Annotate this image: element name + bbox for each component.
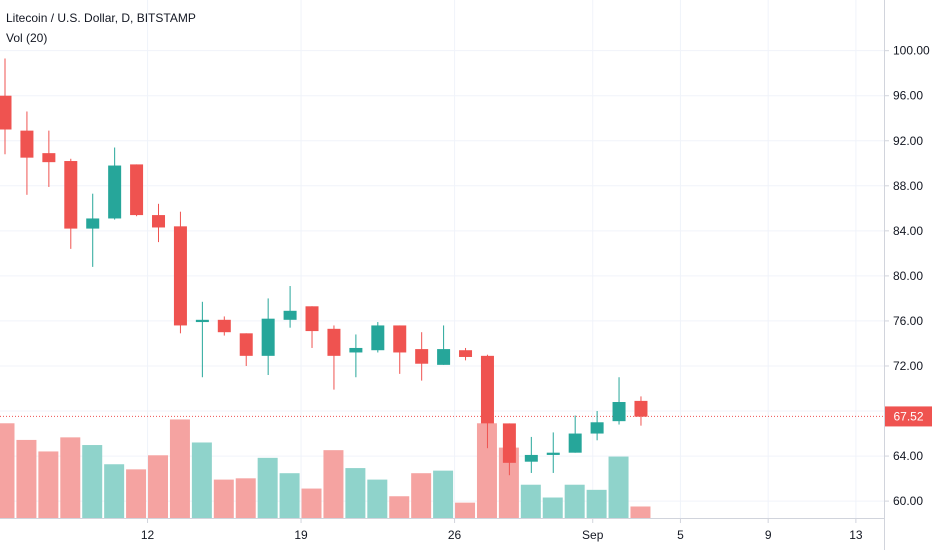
candle-body[interactable] xyxy=(415,349,429,364)
volume-bar xyxy=(367,479,388,518)
volume-bar xyxy=(630,506,651,518)
price-axis-label: 92.00 xyxy=(893,134,923,148)
volume-bar xyxy=(433,470,454,518)
candle-body[interactable] xyxy=(42,153,56,163)
volume-bar xyxy=(16,439,37,518)
candle-body[interactable] xyxy=(546,452,560,455)
candle-body[interactable] xyxy=(261,318,275,356)
last-price-label: 67.52 xyxy=(893,409,923,423)
candle-body[interactable] xyxy=(393,325,407,353)
volume-bar xyxy=(323,450,344,518)
price-axis-label: 80.00 xyxy=(893,269,923,283)
price-axis-label: 60.00 xyxy=(893,494,923,508)
volume-bar xyxy=(411,473,432,518)
volume-bar xyxy=(126,469,147,518)
candle-body[interactable] xyxy=(305,306,319,332)
candle-body[interactable] xyxy=(20,130,34,158)
volume-bar xyxy=(542,497,563,518)
last-price-badge xyxy=(885,406,932,427)
candle-body[interactable] xyxy=(480,355,494,424)
candle-body[interactable] xyxy=(217,319,231,333)
candle-body[interactable] xyxy=(239,333,253,356)
time-axis-label: 9 xyxy=(765,528,772,542)
volume-bar xyxy=(257,457,278,518)
volume-bar xyxy=(301,488,322,518)
volume-bar xyxy=(213,479,234,518)
volume-bar xyxy=(82,445,103,518)
candle-body[interactable] xyxy=(502,423,516,463)
volume-bar xyxy=(345,468,366,518)
candle-body[interactable] xyxy=(0,95,12,130)
price-axis-label: 88.00 xyxy=(893,179,923,193)
volume-bar xyxy=(520,484,541,518)
time-axis-label: 12 xyxy=(141,528,155,542)
candle-body[interactable] xyxy=(437,349,451,365)
candle-body[interactable] xyxy=(173,226,187,326)
chart-title: Litecoin / U.S. Dollar, D, BITSTAMP xyxy=(6,11,196,25)
volume-bar xyxy=(498,447,519,518)
price-axis-label: 76.00 xyxy=(893,314,923,328)
candle-body[interactable] xyxy=(568,433,582,453)
time-axis-label: 26 xyxy=(448,528,462,542)
candle-body[interactable] xyxy=(349,347,363,353)
volume-bar xyxy=(279,473,300,518)
candle-body[interactable] xyxy=(130,164,144,216)
volume-bar xyxy=(191,442,212,518)
time-axis-label: 13 xyxy=(849,528,863,542)
volume-bar xyxy=(60,437,81,518)
volume-bar xyxy=(608,456,629,518)
price-axis-label: 72.00 xyxy=(893,359,923,373)
volume-bar xyxy=(235,478,256,518)
volume-bar xyxy=(455,502,476,518)
candle-body[interactable] xyxy=(327,328,341,356)
candle-body[interactable] xyxy=(108,165,122,219)
volume-bar xyxy=(0,423,15,518)
volume-bar xyxy=(389,496,410,518)
volume-bar xyxy=(169,419,190,518)
candle-body[interactable] xyxy=(195,319,209,323)
volume-bar xyxy=(564,484,585,518)
candle-body[interactable] xyxy=(634,400,648,417)
price-axis-label: 100.00 xyxy=(893,44,930,58)
candle-body[interactable] xyxy=(64,161,78,229)
candle-body[interactable] xyxy=(524,454,538,462)
candle-body[interactable] xyxy=(283,310,297,320)
time-axis-label: 5 xyxy=(677,528,684,542)
price-axis-label: 96.00 xyxy=(893,89,923,103)
volume-bar xyxy=(38,451,59,518)
candle-body[interactable] xyxy=(590,422,604,434)
candle-body[interactable] xyxy=(459,350,473,357)
volume-indicator-label: Vol (20) xyxy=(6,31,48,45)
time-axis-label: Sep xyxy=(582,528,604,542)
candle-body[interactable] xyxy=(86,218,100,229)
chart-legend: Litecoin / U.S. Dollar, D, BITSTAMP Vol … xyxy=(6,8,196,48)
volume-bar xyxy=(476,423,497,518)
candle-body[interactable] xyxy=(152,215,166,228)
price-axis-label: 84.00 xyxy=(893,224,923,238)
volume-bar xyxy=(104,464,125,518)
candle-body[interactable] xyxy=(612,402,626,422)
volume-bar xyxy=(586,489,607,518)
volume-bar xyxy=(148,455,169,518)
time-axis-label: 19 xyxy=(294,528,308,542)
candle-body[interactable] xyxy=(371,325,385,351)
price-axis-label: 64.00 xyxy=(893,449,923,463)
